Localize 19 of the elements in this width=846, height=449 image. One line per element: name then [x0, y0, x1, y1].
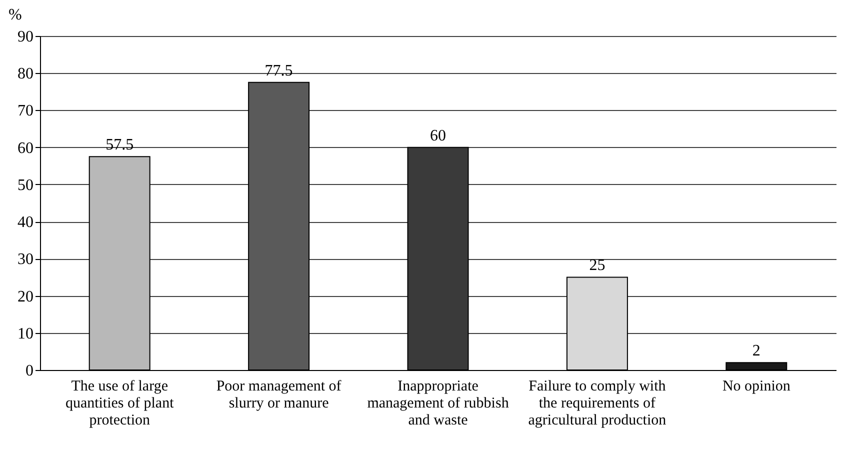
x-tick-label: Inappropriate management of rubbish and waste: [367, 378, 510, 428]
x-tick-label: The use of large quantities of plant protection: [65, 378, 175, 428]
data-label: 2: [752, 342, 760, 360]
x-tick-label: Poor management of slurry or manure: [216, 378, 342, 412]
data-label: 25: [589, 257, 606, 274]
y-tick-label: 60: [18, 140, 34, 157]
y-tick-label: 10: [18, 325, 34, 342]
y-tick-label: 40: [18, 214, 34, 232]
x-tick-label: No opinion: [722, 378, 791, 394]
y-tick-label: 30: [18, 251, 34, 268]
y-axis-title: %: [8, 6, 22, 24]
y-tick-label: 20: [18, 288, 34, 306]
y-tick-label: 90: [18, 28, 34, 46]
y-tick-label: 50: [18, 176, 34, 194]
y-tick-label: 70: [18, 102, 34, 120]
data-label: 60: [430, 127, 446, 144]
x-tick-label: Failure to comply with the requirements of agricultural production: [528, 378, 667, 428]
y-tick-label: 0: [26, 362, 34, 380]
y-tick-label: 80: [18, 66, 34, 83]
